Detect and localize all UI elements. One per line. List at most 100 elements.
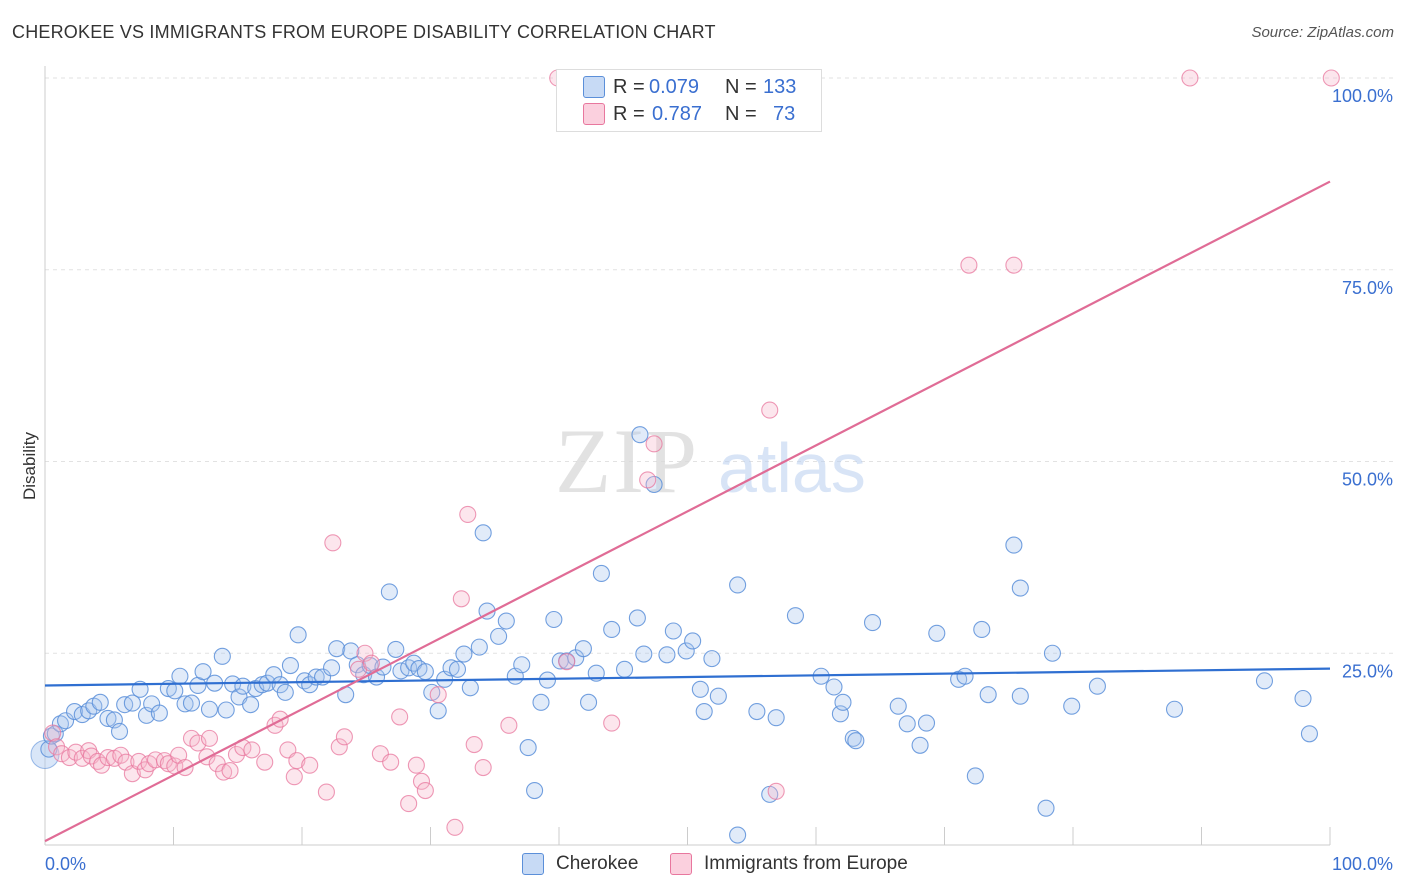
cherokee-point [917, 714, 936, 732]
cherokee-point [847, 732, 865, 750]
cherokee-point [455, 645, 473, 663]
y-tick-label: 75.0% [1342, 278, 1393, 298]
cherokee-point [217, 701, 235, 719]
cherokee-point [1255, 672, 1274, 690]
cherokee-point [898, 715, 916, 733]
cherokee-trend-line [44, 667, 1331, 687]
watermark: ZIP atlas [555, 410, 866, 512]
immigrants-point [221, 762, 239, 780]
source-label: Source: ZipAtlas.com [1251, 24, 1394, 41]
bottom-legend-swatch-pink [670, 853, 692, 875]
immigrants-point [400, 795, 418, 813]
cherokee-point [545, 610, 563, 629]
y-tick-label: 50.0% [1342, 470, 1393, 490]
cherokee-point [519, 739, 537, 757]
immigrants-point [761, 401, 779, 419]
cherokee-point [889, 697, 907, 715]
cherokee-point [911, 736, 929, 754]
legend-r-value: 0.787 [652, 102, 703, 125]
cherokee-point [748, 702, 766, 721]
legend-swatch-pink [583, 103, 605, 125]
immigrants-point [324, 534, 342, 552]
immigrants-point [330, 738, 348, 756]
legend-r-label: R = [613, 75, 645, 98]
cherokee-point [171, 667, 189, 685]
bottom-legend-swatch-blue [522, 853, 544, 875]
immigrants-point [1322, 69, 1340, 87]
immigrants-point [452, 590, 470, 608]
correlation-legend: R = 0.079 N = 133 R = 0.787 N = 73 [556, 69, 822, 132]
cherokee-point [429, 702, 447, 720]
watermark-atlas: atlas [718, 429, 866, 507]
immigrants-point [317, 783, 335, 801]
immigrants-trend-line [44, 180, 1331, 843]
cherokee-point [423, 683, 441, 701]
cherokee-point [615, 660, 634, 678]
cherokee-point [342, 642, 360, 660]
immigrants-point [382, 753, 400, 771]
cherokee-point [213, 647, 231, 665]
cherokee-point [194, 663, 212, 681]
cherokee-point [99, 709, 117, 727]
cherokee-point [380, 583, 398, 601]
cherokee-point [474, 524, 492, 542]
cherokee-point [767, 709, 785, 727]
cherokee-point [1005, 536, 1023, 554]
legend-n-label: N = [725, 75, 757, 98]
cherokee-point [786, 607, 804, 625]
immigrants-point [500, 716, 518, 734]
cherokee-point [1011, 579, 1029, 597]
legend-n-value: 133 [763, 75, 797, 98]
cherokee-point [150, 704, 168, 722]
immigrants-point [285, 768, 303, 786]
cherokee-point [691, 680, 709, 698]
cherokee-point [1165, 700, 1184, 718]
cherokee-point [603, 620, 621, 639]
immigrants-point [429, 686, 447, 704]
immigrants-point [1181, 69, 1199, 87]
immigrants-point [48, 738, 66, 756]
cherokee-point [709, 687, 727, 705]
immigrants-point [391, 708, 409, 726]
y-tick-label: 100.0% [1332, 86, 1393, 106]
immigrants-point [215, 763, 233, 781]
immigrants-point [243, 741, 261, 759]
cherokee-point [242, 696, 260, 714]
cherokee-point [526, 781, 544, 800]
cherokee-point [592, 564, 610, 583]
immigrants-point [356, 644, 374, 662]
chart-title: CHEROKEE VS IMMIGRANTS FROM EUROPE DISAB… [12, 22, 716, 42]
immigrants-point [227, 745, 246, 764]
cherokee-point [176, 695, 194, 713]
immigrants-point [474, 758, 492, 777]
cherokee-point [834, 693, 852, 711]
x-tick-label: 0.0% [45, 854, 86, 874]
bottom-legend-cherokee: Cherokee [522, 852, 638, 876]
cherokee-point [863, 614, 882, 632]
immigrants-point [639, 471, 657, 489]
cherokee-point [825, 678, 843, 696]
immigrants-point [301, 756, 319, 774]
bottom-legend-label: Immigrants from Europe [704, 853, 908, 874]
cherokee-point [703, 650, 721, 668]
cherokee-point [513, 656, 531, 674]
immigrants-point [412, 772, 431, 790]
legend-r-label: R = [613, 102, 645, 125]
x-tick-label: 100.0% [1332, 854, 1393, 874]
cherokee-point [276, 683, 294, 701]
immigrants-point [200, 729, 219, 747]
cherokee-point [1300, 725, 1318, 743]
y-tick-label: 25.0% [1342, 661, 1393, 681]
legend-r-value: 0.079 [649, 75, 700, 98]
immigrants-point [645, 435, 663, 453]
cherokee-point [57, 712, 75, 730]
immigrants-point [558, 653, 576, 671]
tick-labels: 25.0% 50.0% 75.0% 100.0% 0.0% 100.0% [45, 86, 1393, 874]
cherokee-point [628, 609, 646, 627]
cherokee-point [80, 702, 98, 720]
immigrants-point [603, 714, 621, 732]
cherokee-point [328, 640, 346, 658]
cherokee-point [664, 622, 682, 640]
cherokee-point [289, 626, 307, 644]
immigrants-point [446, 818, 464, 836]
